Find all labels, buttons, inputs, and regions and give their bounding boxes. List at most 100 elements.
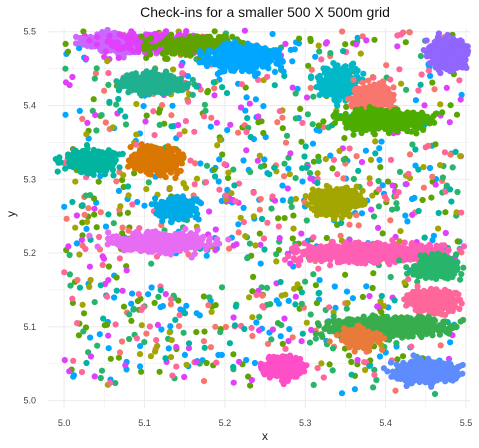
scatter-point [175, 122, 182, 129]
scatter-point [294, 281, 301, 288]
scatter-point [261, 246, 268, 253]
scatter-point [281, 215, 288, 222]
scatter-point [289, 84, 296, 91]
scatter-point [173, 363, 180, 370]
scatter-point [447, 339, 454, 346]
scatter-point [269, 326, 276, 333]
cluster-point [200, 54, 207, 61]
scatter-point [250, 273, 257, 280]
scatter-point [232, 198, 239, 205]
cluster-point [115, 54, 122, 62]
scatter-point [105, 70, 112, 77]
scatter-point [129, 290, 136, 297]
scatter-point [119, 224, 126, 231]
scatter-point [305, 62, 312, 69]
cluster-point [172, 45, 179, 52]
scatter-point [116, 349, 124, 356]
cluster-point [259, 47, 266, 54]
scatter-point [90, 96, 97, 103]
cluster-point [144, 45, 152, 52]
cluster-point [138, 92, 145, 99]
scatter-point [318, 360, 325, 367]
scatter-point [392, 387, 399, 394]
scatter-point [103, 321, 111, 328]
scatter-point [454, 188, 461, 196]
scatter-point [180, 180, 187, 187]
scatter-point [241, 27, 248, 34]
cluster-point [133, 81, 140, 88]
scatter-point [207, 344, 214, 351]
scatter-point [70, 373, 77, 380]
cluster-point [151, 44, 158, 51]
cluster-point [423, 49, 431, 57]
cluster-point [447, 102, 454, 109]
cluster-point [410, 109, 417, 116]
scatter-point [376, 156, 383, 163]
scatter-point [62, 40, 69, 48]
scatter-point [435, 209, 442, 217]
scatter-point [85, 205, 92, 212]
scatter-point [157, 304, 164, 311]
cluster-point [287, 46, 294, 54]
cluster-point [380, 78, 387, 85]
scatter-point [417, 53, 424, 60]
scatter-point [211, 92, 218, 99]
scatter-point [75, 332, 82, 339]
scatter-point [253, 319, 260, 326]
scatter-point [387, 156, 395, 163]
cluster-point [151, 80, 158, 87]
scatter-point [372, 150, 379, 157]
cluster-point [181, 44, 189, 51]
scatter-point [185, 345, 192, 352]
scatter-point [167, 323, 174, 330]
scatter-point [143, 112, 150, 119]
scatter-point [274, 119, 281, 126]
scatter-point [178, 62, 185, 69]
scatter-point [151, 132, 158, 139]
scatter-point [231, 182, 238, 189]
scatter-point [457, 96, 464, 103]
scatter-point [446, 119, 453, 126]
cluster-point [331, 120, 338, 127]
scatter-point [453, 209, 460, 216]
scatter-point [214, 142, 221, 149]
scatter-point [192, 160, 199, 167]
scatter-point [193, 358, 200, 366]
cluster-point [129, 48, 137, 55]
scatter-point [431, 86, 438, 93]
scatter-point [453, 111, 461, 118]
scatter-point [203, 359, 210, 367]
scatter-point [404, 270, 411, 277]
scatter-point [375, 203, 382, 210]
scatter-point [246, 100, 253, 107]
scatter-point [357, 50, 364, 57]
scatter-point [97, 282, 104, 289]
scatter-point [212, 247, 219, 254]
scatter-point [242, 107, 249, 114]
scatter-point [427, 72, 434, 79]
scatter-point [62, 111, 69, 118]
cluster-point [320, 118, 327, 125]
scatter-point [140, 103, 147, 110]
cluster-point [199, 34, 206, 41]
scatter-point [169, 372, 176, 379]
cluster-point [279, 58, 286, 65]
scatter-point [256, 313, 263, 320]
scatter-point [420, 164, 427, 171]
scatter-point [395, 189, 402, 196]
scatter-point [393, 200, 400, 207]
scatter-point [351, 386, 358, 393]
scatter-point [296, 35, 303, 42]
cluster-point [390, 91, 397, 98]
scatter-point [119, 287, 126, 294]
scatter-point [289, 235, 296, 242]
scatter-point [62, 79, 70, 86]
scatter-point [227, 121, 234, 128]
scatter-point [243, 356, 250, 364]
scatter-point [369, 284, 376, 292]
scatter-point [322, 156, 329, 163]
scatter-point [156, 368, 163, 375]
scatter-point [62, 65, 69, 72]
scatter-point [202, 179, 210, 186]
cluster-point [366, 104, 373, 111]
